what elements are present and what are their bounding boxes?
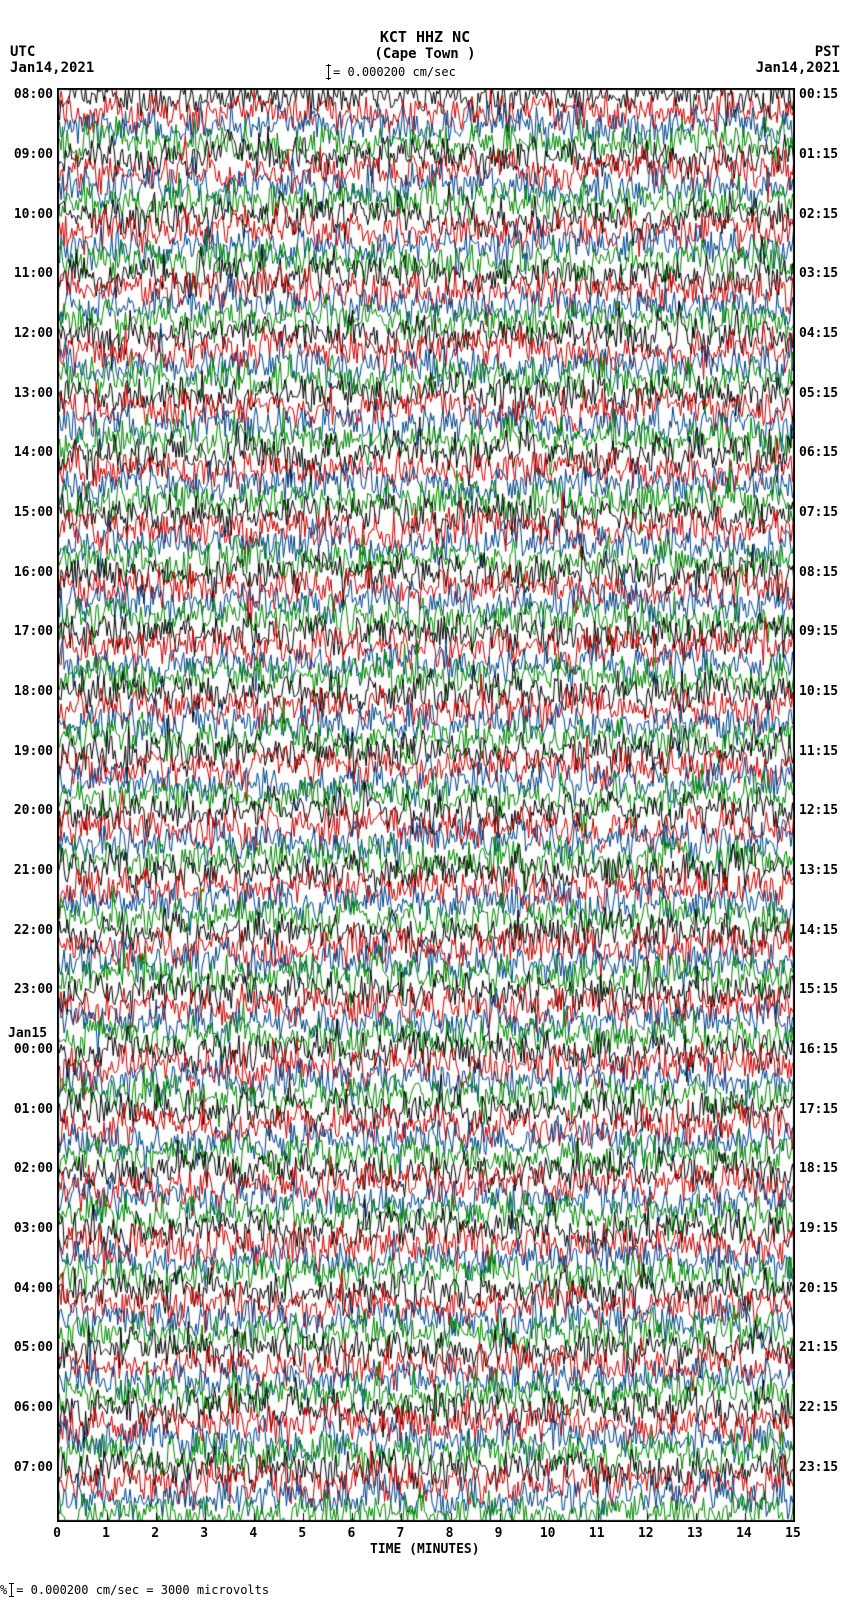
utc-time-label: 20:00 <box>8 803 53 818</box>
utc-time-label: 13:00 <box>8 386 53 401</box>
pst-time-label: 00:15 <box>799 87 838 102</box>
xaxis-tick: 3 <box>200 1526 208 1541</box>
utc-time-label: 18:00 <box>8 684 53 699</box>
xaxis-tick: 15 <box>785 1526 801 1541</box>
footer-text: = 0.000200 cm/sec = 3000 microvolts <box>16 1583 269 1597</box>
utc-time-label: 02:00 <box>8 1161 53 1176</box>
xaxis-tick: 5 <box>298 1526 306 1541</box>
pst-time-label: 23:15 <box>799 1460 838 1475</box>
seismogram-canvas <box>57 88 795 1522</box>
utc-tz-label: UTC <box>10 44 35 60</box>
pst-time-label: 21:15 <box>799 1340 838 1355</box>
pst-time-label: 06:15 <box>799 445 838 460</box>
utc-time-label: 14:00 <box>8 445 53 460</box>
utc-time-label: 10:00 <box>8 207 53 222</box>
pst-time-label: 17:15 <box>799 1102 838 1117</box>
pst-time-label: 11:15 <box>799 744 838 759</box>
utc-time-label: 16:00 <box>8 565 53 580</box>
utc-time-label: 06:00 <box>8 1400 53 1415</box>
utc-time-label: 01:00 <box>8 1102 53 1117</box>
pst-time-label: 22:15 <box>799 1400 838 1415</box>
pst-time-label: 04:15 <box>799 326 838 341</box>
pst-time-label: 20:15 <box>799 1281 838 1296</box>
pst-time-label: 12:15 <box>799 803 838 818</box>
utc-time-label: 19:00 <box>8 744 53 759</box>
pst-time-label: 13:15 <box>799 863 838 878</box>
station-title: KCT HHZ NC <box>0 28 850 46</box>
xaxis-tick: 0 <box>53 1526 61 1541</box>
pst-time-label: 18:15 <box>799 1161 838 1176</box>
xaxis-label: TIME (MINUTES) <box>370 1542 480 1557</box>
pst-time-label: 09:15 <box>799 624 838 639</box>
xaxis-tick: 7 <box>397 1526 405 1541</box>
utc-time-label: 00:00 <box>8 1042 53 1057</box>
scale-text: = 0.000200 cm/sec <box>333 65 456 79</box>
utc-time-label: 09:00 <box>8 147 53 162</box>
xaxis-tick: 8 <box>446 1526 454 1541</box>
utc-time-label: 21:00 <box>8 863 53 878</box>
xaxis-tick: 4 <box>249 1526 257 1541</box>
xaxis-tick: 13 <box>687 1526 703 1541</box>
xaxis-tick: 12 <box>638 1526 654 1541</box>
xaxis-tick: 10 <box>540 1526 556 1541</box>
utc-time-label: 03:00 <box>8 1221 53 1236</box>
station-subtitle: (Cape Town ) <box>0 46 850 62</box>
utc-time-label: 04:00 <box>8 1281 53 1296</box>
utc-time-label: 15:00 <box>8 505 53 520</box>
pst-time-label: 03:15 <box>799 266 838 281</box>
utc-time-label: 11:00 <box>8 266 53 281</box>
utc-date-label: Jan14,2021 <box>10 60 94 76</box>
scale-bar-icon <box>328 64 329 80</box>
pst-time-label: 15:15 <box>799 982 838 997</box>
utc-time-label: 17:00 <box>8 624 53 639</box>
pst-time-label: 14:15 <box>799 923 838 938</box>
scale-indicator: = 0.000200 cm/sec <box>328 64 456 80</box>
pst-time-label: 01:15 <box>799 147 838 162</box>
pst-time-label: 10:15 <box>799 684 838 699</box>
xaxis-tick: 2 <box>151 1526 159 1541</box>
pst-time-label: 02:15 <box>799 207 838 222</box>
utc-time-label: 12:00 <box>8 326 53 341</box>
footer-bar-icon <box>11 1583 12 1597</box>
utc-time-label: 22:00 <box>8 923 53 938</box>
utc-time-label: 08:00 <box>8 87 53 102</box>
footer-marker: % <box>0 1583 7 1597</box>
xaxis-tick: 11 <box>589 1526 605 1541</box>
pst-time-label: 07:15 <box>799 505 838 520</box>
utc-time-label: 07:00 <box>8 1460 53 1475</box>
pst-time-label: 05:15 <box>799 386 838 401</box>
utc-day2-label: Jan15 <box>8 1026 47 1041</box>
footer-scale: % = 0.000200 cm/sec = 3000 microvolts <box>0 1583 269 1597</box>
xaxis-tick: 6 <box>347 1526 355 1541</box>
pst-time-label: 08:15 <box>799 565 838 580</box>
utc-time-label: 23:00 <box>8 982 53 997</box>
pst-date-label: Jan14,2021 <box>756 60 840 76</box>
xaxis-tick: 1 <box>102 1526 110 1541</box>
xaxis-tick: 14 <box>736 1526 752 1541</box>
pst-tz-label: PST <box>815 44 840 60</box>
pst-time-label: 16:15 <box>799 1042 838 1057</box>
xaxis-tick: 9 <box>495 1526 503 1541</box>
utc-time-label: 05:00 <box>8 1340 53 1355</box>
pst-time-label: 19:15 <box>799 1221 838 1236</box>
